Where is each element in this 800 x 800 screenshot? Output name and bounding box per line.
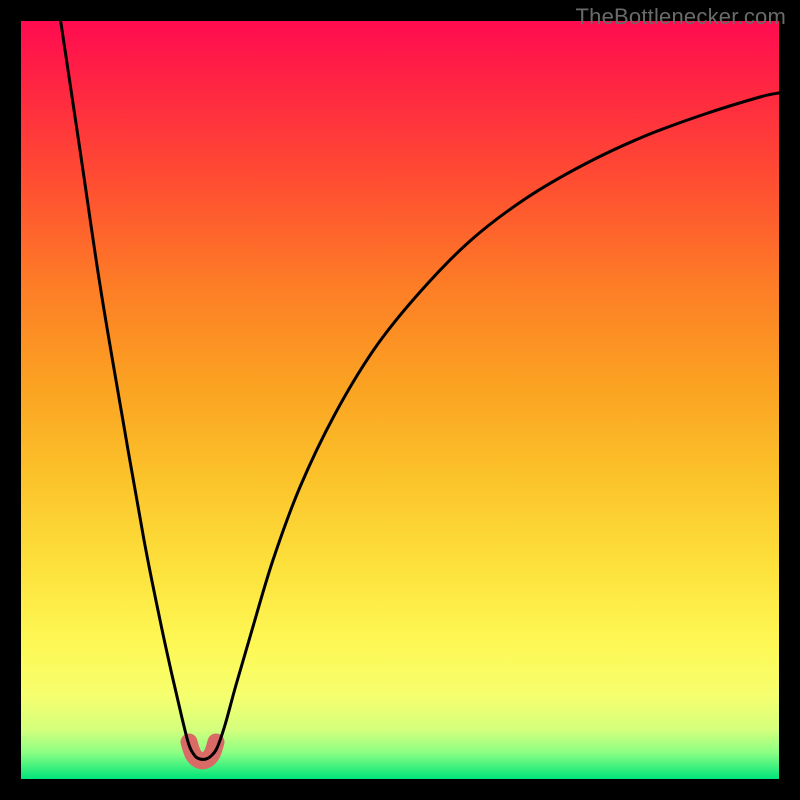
chart-gradient-background [21,21,779,779]
watermark-text: TheBottlenecker.com [576,4,786,30]
bottleneck-chart [0,0,800,800]
